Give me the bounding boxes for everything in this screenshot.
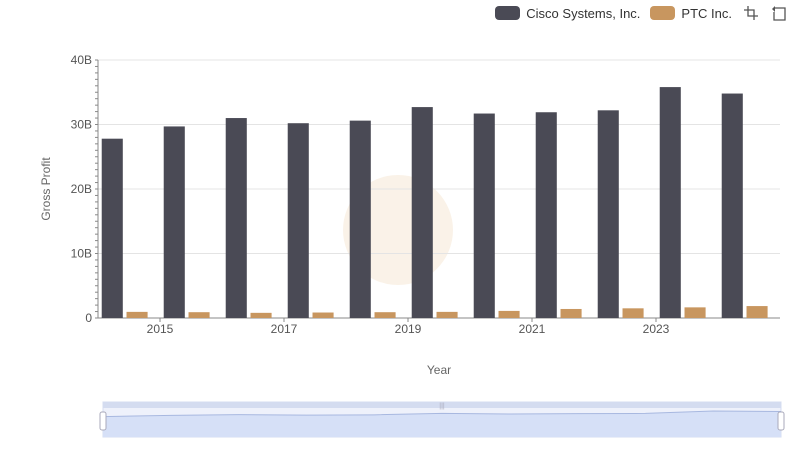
bar-ptc-2023 [684, 307, 706, 318]
bar-cisco-2014 [101, 138, 123, 318]
legend-item-ptc[interactable]: PTC Inc. [650, 6, 732, 21]
x-tick-label: 2017 [271, 322, 298, 336]
data-zoom-grip-icon: ||| [439, 403, 445, 410]
bar-cisco-2022 [597, 110, 619, 318]
bar-cisco-2018 [349, 120, 371, 318]
x-tick-label: 2019 [395, 322, 422, 336]
y-tick-label: 40B [71, 53, 92, 67]
data-zoom-top-bar [103, 402, 781, 408]
y-axis-title: Gross Profit [39, 157, 53, 221]
bar-cisco-2023 [659, 87, 681, 318]
bar-cisco-2021 [535, 112, 557, 319]
y-tick-label: 0 [85, 311, 92, 325]
x-tick-label: 2021 [519, 322, 546, 336]
bar-cisco-2019 [411, 107, 433, 319]
data-zoom-line [102, 410, 782, 418]
legend-swatch-ptc [650, 6, 676, 20]
y-tick-label: 20B [71, 182, 92, 196]
bar-ptc-2021 [560, 308, 582, 318]
legend-swatch-cisco [495, 6, 521, 20]
legend: Cisco Systems, Inc. PTC Inc. [495, 4, 788, 22]
bar-cisco-2024 [721, 93, 743, 318]
x-tick-label: 2023 [643, 322, 670, 336]
bar-cisco-2016 [225, 118, 247, 318]
y-tick-label: 30B [71, 118, 92, 132]
bar-ptc-2020 [498, 310, 520, 318]
bar-cisco-2015 [163, 126, 185, 318]
bar-ptc-2018 [374, 312, 396, 318]
legend-item-cisco[interactable]: Cisco Systems, Inc. [495, 6, 640, 21]
legend-label-cisco: Cisco Systems, Inc. [526, 5, 641, 21]
bar-ptc-2019 [436, 311, 458, 318]
data-zoom-right-handle[interactable] [777, 411, 785, 431]
bar-ptc-2016 [250, 312, 272, 318]
bar-ptc-2014 [126, 311, 148, 318]
reset-icon[interactable] [770, 4, 788, 22]
y-tick-label: 10B [71, 247, 92, 261]
legend-label-ptc: PTC Inc. [681, 5, 732, 21]
x-tick-label: 2015 [147, 322, 174, 336]
bar-ptc-2024 [746, 306, 768, 318]
x-axis-title: Year [427, 363, 451, 377]
data-zoom-left-handle[interactable] [99, 411, 107, 431]
bar-ptc-2022 [622, 308, 644, 318]
data-zoom-area [103, 411, 781, 437]
bar-cisco-2017 [287, 123, 309, 319]
bar-cisco-2020 [473, 113, 495, 318]
bar-ptc-2017 [312, 312, 334, 318]
zoom-icon[interactable] [742, 4, 760, 22]
bar-ptc-2015 [188, 312, 210, 318]
